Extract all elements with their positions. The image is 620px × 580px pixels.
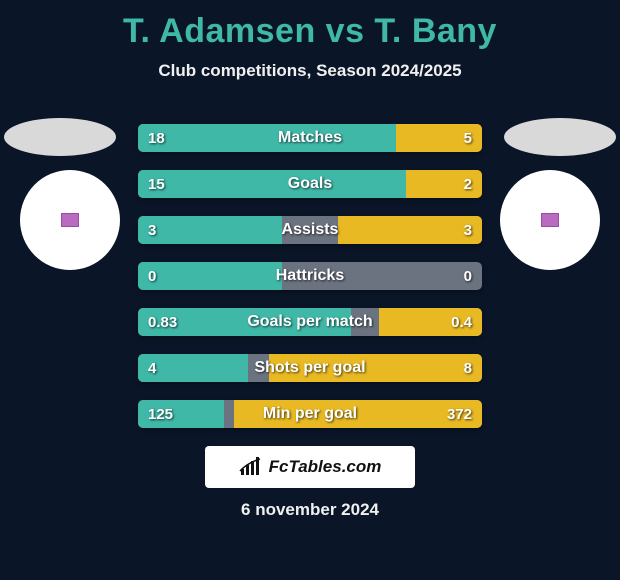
placeholder-icon — [541, 213, 559, 227]
stat-label: Matches — [138, 124, 482, 152]
player-avatar-left — [20, 170, 120, 270]
stat-label: Shots per goal — [138, 354, 482, 382]
player-avatar-right — [500, 170, 600, 270]
bar-chart-icon — [239, 457, 263, 477]
player-ellipse-left — [4, 118, 116, 156]
watermark: FcTables.com — [205, 446, 415, 488]
stat-label: Goals — [138, 170, 482, 198]
stat-row: 152Goals — [138, 170, 482, 198]
stat-label: Assists — [138, 216, 482, 244]
stat-row: 0.830.4Goals per match — [138, 308, 482, 336]
stat-label: Min per goal — [138, 400, 482, 428]
stat-row: 33Assists — [138, 216, 482, 244]
stat-row: 00Hattricks — [138, 262, 482, 290]
stat-label: Goals per match — [138, 308, 482, 336]
page-title: T. Adamsen vs T. Bany — [0, 0, 620, 51]
stat-row: 48Shots per goal — [138, 354, 482, 382]
stat-label: Hattricks — [138, 262, 482, 290]
stat-row: 185Matches — [138, 124, 482, 152]
watermark-text: FcTables.com — [269, 457, 382, 477]
date-footer: 6 november 2024 — [0, 500, 620, 520]
subtitle: Club competitions, Season 2024/2025 — [0, 61, 620, 81]
stat-row: 125372Min per goal — [138, 400, 482, 428]
placeholder-icon — [61, 213, 79, 227]
player-ellipse-right — [504, 118, 616, 156]
stats-bars: 185Matches 152Goals 33Assists 00Hattricks 0.… — [138, 124, 482, 446]
